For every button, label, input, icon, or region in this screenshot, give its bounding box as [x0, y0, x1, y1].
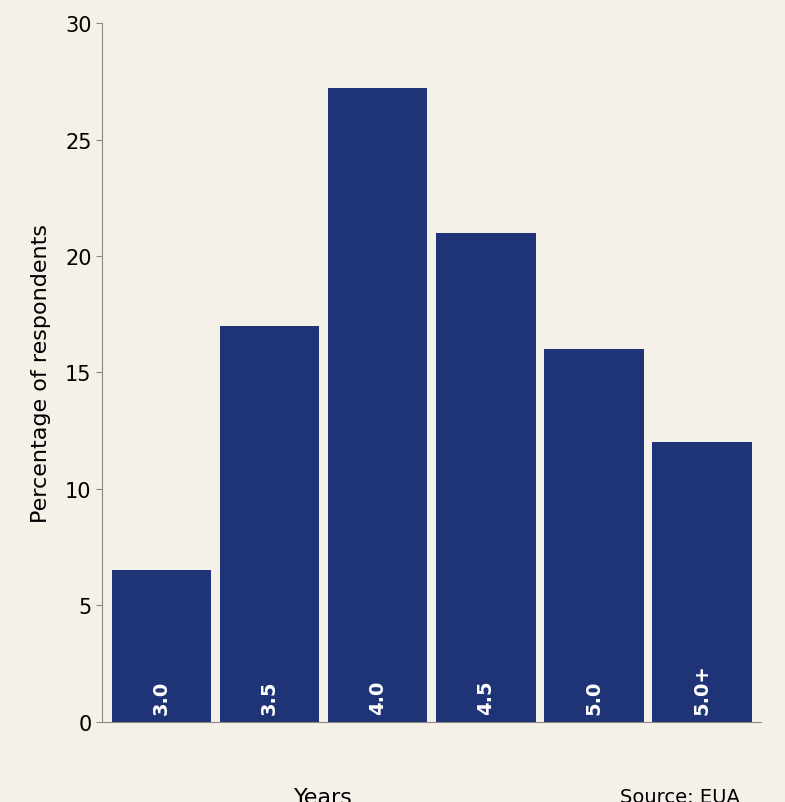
Y-axis label: Percentage of respondents: Percentage of respondents — [31, 224, 51, 522]
Text: 4.0: 4.0 — [368, 679, 387, 714]
Text: 4.5: 4.5 — [476, 679, 495, 714]
Text: 3.0: 3.0 — [152, 679, 171, 714]
Bar — [544, 350, 644, 722]
Bar — [220, 326, 319, 722]
Bar — [328, 89, 427, 722]
Text: 3.5: 3.5 — [260, 679, 279, 714]
Bar — [652, 443, 752, 722]
Text: 5.0+: 5.0+ — [692, 662, 711, 714]
Bar — [111, 571, 211, 722]
Text: Years: Years — [294, 787, 353, 802]
Text: 5.0: 5.0 — [584, 679, 604, 714]
Text: Source: EUA: Source: EUA — [620, 787, 740, 802]
Bar — [436, 233, 535, 722]
